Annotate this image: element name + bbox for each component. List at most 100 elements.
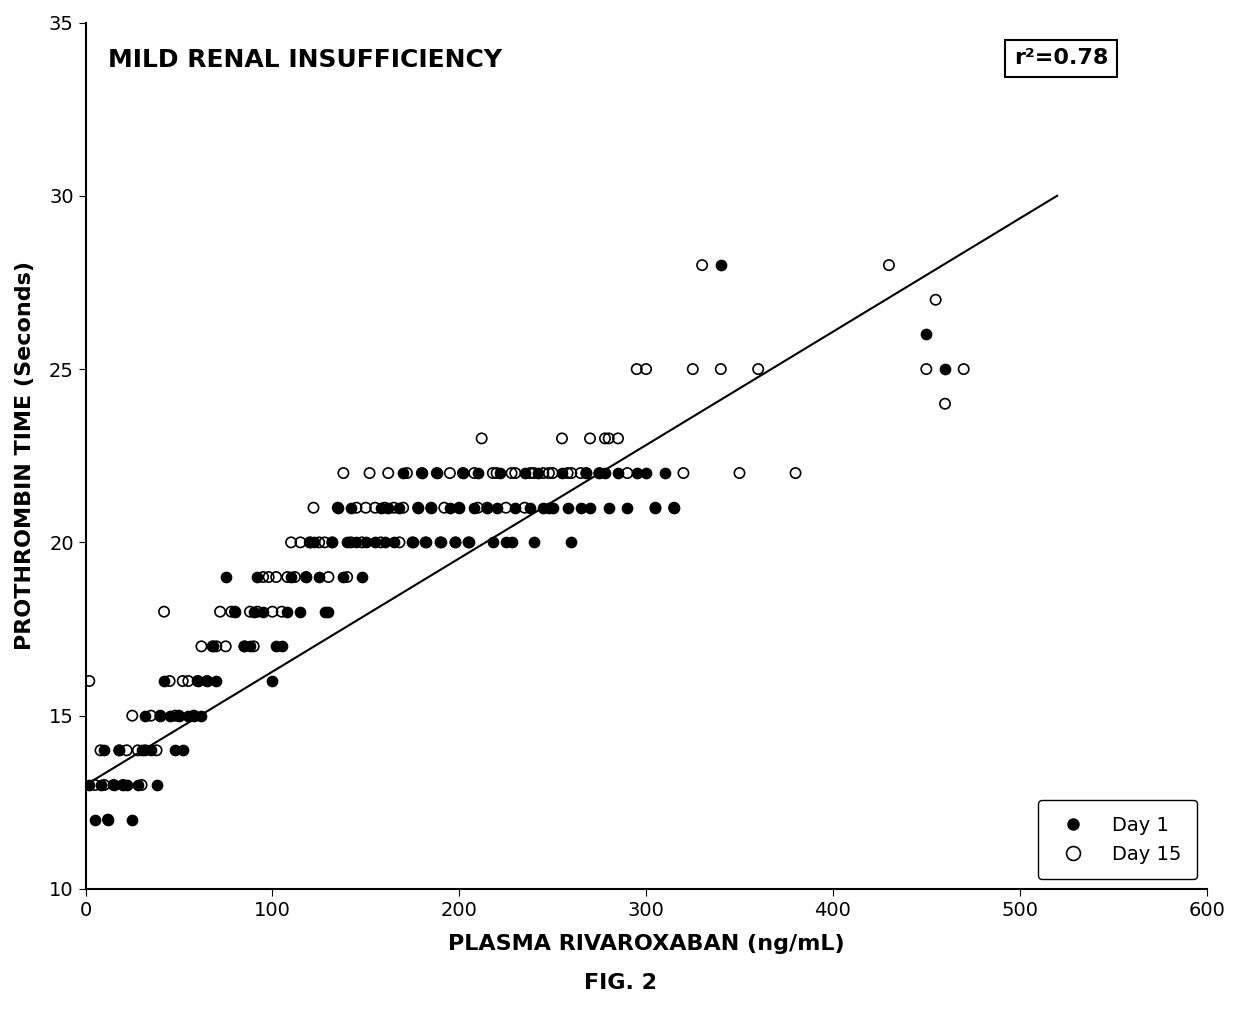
- Day 15: [267, 569, 286, 585]
- Day 15: [449, 499, 469, 516]
- Day 15: [79, 673, 99, 689]
- Day 1: [290, 603, 310, 620]
- Day 1: [315, 603, 335, 620]
- Day 15: [272, 603, 291, 620]
- Day 15: [241, 603, 260, 620]
- Day 15: [440, 465, 460, 481]
- Day 15: [248, 603, 268, 620]
- Day 1: [384, 535, 404, 551]
- Day 15: [244, 639, 264, 655]
- Day 15: [86, 777, 105, 793]
- Day 15: [285, 569, 305, 585]
- Day 1: [206, 673, 226, 689]
- Day 1: [296, 569, 316, 585]
- Day 15: [210, 603, 229, 620]
- Day 15: [445, 535, 465, 551]
- Day 15: [253, 569, 273, 585]
- Day 15: [692, 257, 712, 273]
- Y-axis label: PROTHROMBIN TIME (Seconds): PROTHROMBIN TIME (Seconds): [15, 261, 35, 650]
- Day 1: [184, 707, 203, 723]
- Day 15: [352, 535, 372, 551]
- Day 15: [378, 465, 398, 481]
- Day 1: [374, 535, 394, 551]
- Day 1: [558, 499, 578, 516]
- Day 1: [412, 465, 432, 481]
- Day 15: [104, 777, 124, 793]
- Day 15: [187, 673, 207, 689]
- Day 1: [334, 569, 353, 585]
- Day 15: [533, 465, 553, 481]
- Day 15: [636, 361, 656, 377]
- Day 15: [748, 361, 768, 377]
- Legend: Day 1, Day 15: Day 1, Day 15: [1038, 800, 1197, 879]
- Day 1: [430, 535, 450, 551]
- Day 15: [427, 465, 446, 481]
- Day 1: [528, 465, 548, 481]
- Day 1: [521, 499, 541, 516]
- Day 1: [248, 569, 268, 585]
- Day 1: [356, 535, 376, 551]
- Day 1: [552, 465, 572, 481]
- Day 15: [412, 465, 432, 481]
- Day 1: [543, 499, 563, 516]
- Day 15: [515, 499, 534, 516]
- Day 15: [729, 465, 749, 481]
- Day 15: [206, 639, 226, 655]
- Day 1: [123, 811, 143, 827]
- Day 1: [172, 743, 192, 759]
- Day 1: [665, 499, 684, 516]
- Day 1: [341, 499, 361, 516]
- Day 15: [562, 465, 582, 481]
- Day 1: [477, 499, 497, 516]
- Day 1: [589, 465, 609, 481]
- Day 15: [422, 499, 441, 516]
- Day 1: [267, 639, 286, 655]
- Day 15: [467, 499, 487, 516]
- Day 1: [459, 535, 479, 551]
- Day 1: [216, 569, 236, 585]
- Day 1: [109, 743, 129, 759]
- Day 15: [131, 777, 151, 793]
- Day 1: [179, 707, 198, 723]
- Day 1: [570, 499, 590, 516]
- Day 15: [319, 569, 339, 585]
- Text: FIG. 2: FIG. 2: [584, 973, 656, 993]
- Day 15: [393, 499, 413, 516]
- Day 15: [502, 465, 522, 481]
- Day 1: [506, 499, 526, 516]
- Day 15: [128, 743, 148, 759]
- Day 15: [539, 465, 559, 481]
- Day 15: [389, 535, 409, 551]
- Day 15: [599, 430, 619, 446]
- Day 1: [117, 777, 136, 793]
- Day 15: [346, 499, 366, 516]
- Day 15: [356, 499, 376, 516]
- Day 1: [94, 743, 114, 759]
- Day 15: [711, 361, 730, 377]
- Day 1: [309, 569, 329, 585]
- Day 15: [525, 465, 544, 481]
- Day 15: [135, 743, 155, 759]
- Day 15: [191, 639, 211, 655]
- Day 15: [150, 707, 170, 723]
- Day 1: [104, 777, 124, 793]
- Day 1: [263, 673, 283, 689]
- Text: r²=0.78: r²=0.78: [1013, 48, 1109, 69]
- Day 15: [146, 743, 166, 759]
- Day 1: [580, 499, 600, 516]
- Day 1: [496, 535, 516, 551]
- Day 15: [360, 465, 379, 481]
- Day 1: [403, 535, 423, 551]
- Day 1: [300, 535, 320, 551]
- Day 1: [253, 603, 273, 620]
- Day 15: [341, 535, 361, 551]
- Day 1: [608, 465, 627, 481]
- Day 15: [543, 465, 563, 481]
- Day 15: [521, 465, 541, 481]
- Day 15: [226, 603, 246, 620]
- Day 1: [98, 811, 118, 827]
- Day 15: [315, 535, 335, 551]
- Day 15: [935, 396, 955, 412]
- Day 1: [490, 465, 510, 481]
- Day 1: [618, 499, 637, 516]
